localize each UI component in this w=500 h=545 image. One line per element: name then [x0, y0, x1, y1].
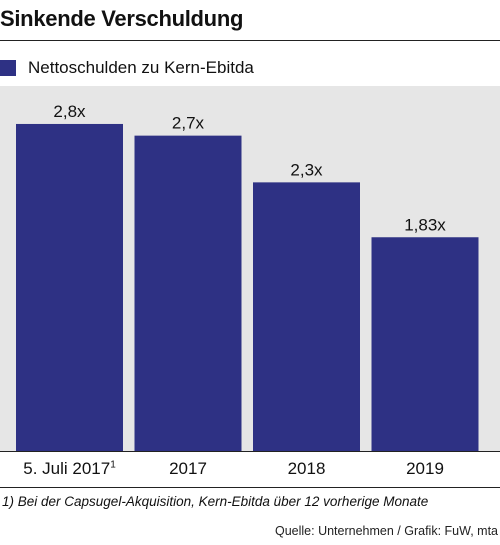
x-tick-label-1: 5. Juli 20171: [23, 459, 116, 478]
footnote-mark: 1: [110, 459, 116, 471]
footnote-divider: [0, 487, 500, 488]
x-axis-labels: 5. Juli 20171 2017 2018 2019: [0, 451, 500, 487]
x-tick-label-3: 2018: [287, 459, 326, 478]
footnote: 1) Bei der Capsugel-Akquisition, Kern-Eb…: [2, 494, 429, 509]
bar-chart: 2,8x 2,7x 2,3x 1,83x: [16, 102, 479, 451]
legend-label: Nettoschulden zu Kern-Ebitda: [28, 58, 254, 77]
legend-swatch: [0, 60, 16, 76]
bar-value-label-1: 2,8x: [53, 102, 86, 121]
source-credit: Quelle: Unternehmen / Grafik: FuW, mta: [275, 524, 498, 538]
x-tick-label-2: 2017: [169, 459, 207, 478]
chart-title: Sinkende Verschuldung: [0, 6, 244, 31]
bar-3: [253, 182, 360, 451]
title-divider: [0, 40, 500, 41]
bar-4: [371, 237, 479, 451]
bar-value-label-2: 2,7x: [172, 114, 205, 133]
bar-1: [16, 123, 123, 451]
x-axis-line: [0, 451, 500, 452]
bar-value-label-4: 1,83x: [404, 215, 446, 234]
bar-2: [134, 135, 242, 451]
legend: Nettoschulden zu Kern-Ebitda: [0, 54, 254, 82]
plot-area: 2,8x 2,7x 2,3x 1,83x: [0, 86, 500, 451]
bar-value-label-3: 2,3x: [290, 160, 323, 179]
x-tick-label-4: 2019: [406, 459, 444, 478]
